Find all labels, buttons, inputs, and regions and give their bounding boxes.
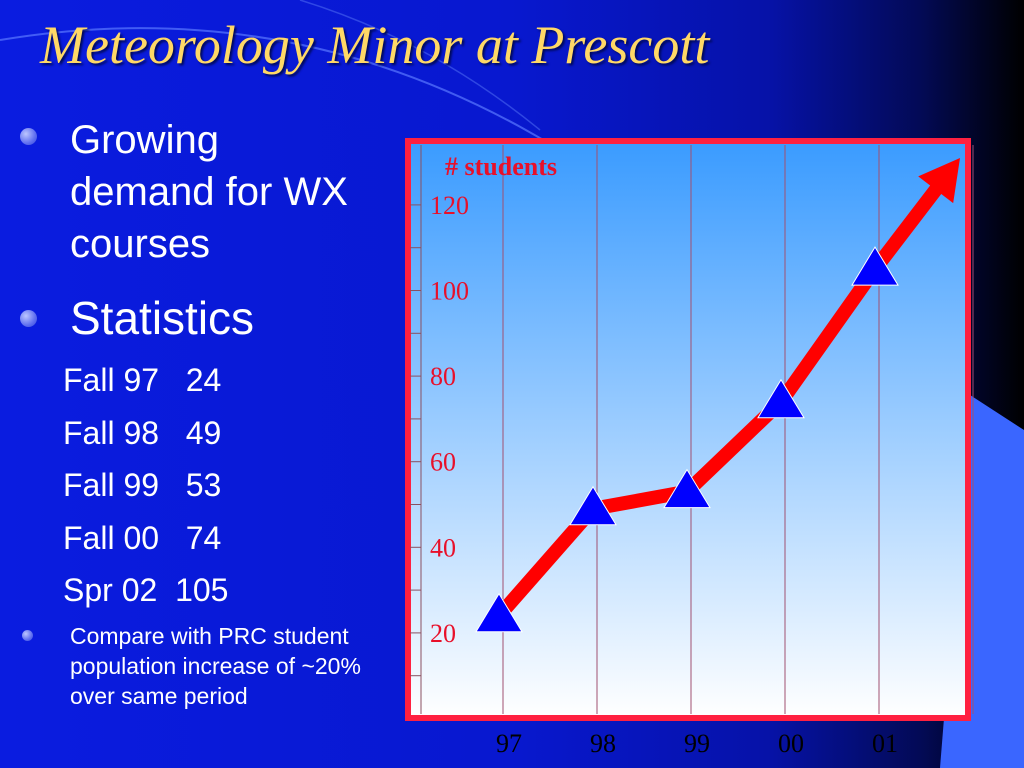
stat-value: 24 <box>185 362 222 398</box>
stat-value: 105 <box>175 572 229 608</box>
data-point <box>569 485 617 526</box>
stat-label: Spr 02 <box>63 572 158 608</box>
stat-row: Spr 02 105 <box>63 570 228 623</box>
bullet-dot-icon <box>22 630 33 641</box>
bullet-compare: Compare with PRC student population incr… <box>70 623 361 709</box>
y-tick-label: 20 <box>430 619 456 648</box>
y-tick-label: 100 <box>430 277 469 306</box>
x-tick-label: 98 <box>590 729 616 758</box>
data-point <box>757 378 805 419</box>
bullet-dot-icon <box>20 128 37 145</box>
stat-value: 49 <box>185 414 222 451</box>
data-point <box>851 246 899 286</box>
stats-table: Fall 97 24 Fall 98 49 Fall 99 53 Fall 00… <box>63 360 228 623</box>
stat-row: Fall 97 24 <box>63 360 228 413</box>
bullet-demand: Growing demand for WX courses <box>70 118 348 266</box>
y-tick-label: 80 <box>430 362 456 391</box>
y-tick-label: 60 <box>430 448 456 477</box>
bullet-dot-icon <box>20 310 37 327</box>
y-axis-label: # students <box>445 152 557 181</box>
stat-value: 53 <box>185 467 222 503</box>
stat-row: Fall 99 53 <box>63 465 228 518</box>
stat-label: Fall 97 <box>63 362 160 398</box>
y-tick-label: 40 <box>430 533 456 562</box>
y-tick-label: 120 <box>430 191 469 220</box>
trend-arrow-icon <box>918 158 960 204</box>
slide-title: Meteorology Minor at Prescott <box>40 15 710 75</box>
stat-row: Fall 00 74 <box>63 518 228 571</box>
stat-value: 74 <box>185 519 222 556</box>
stat-row: Fall 98 49 <box>63 413 228 466</box>
x-tick-label: 01 <box>872 729 898 758</box>
stat-label: Fall 98 <box>63 414 160 451</box>
x-tick-label: 97 <box>496 729 522 758</box>
data-point <box>475 592 523 633</box>
series-line <box>492 182 943 623</box>
x-tick-label: 99 <box>684 729 710 758</box>
data-point <box>663 468 711 509</box>
stat-label: Fall 00 <box>63 519 160 556</box>
bullet-statistics: Statistics <box>70 292 255 344</box>
stat-label: Fall 99 <box>63 467 160 503</box>
x-tick-label: 00 <box>778 729 804 758</box>
